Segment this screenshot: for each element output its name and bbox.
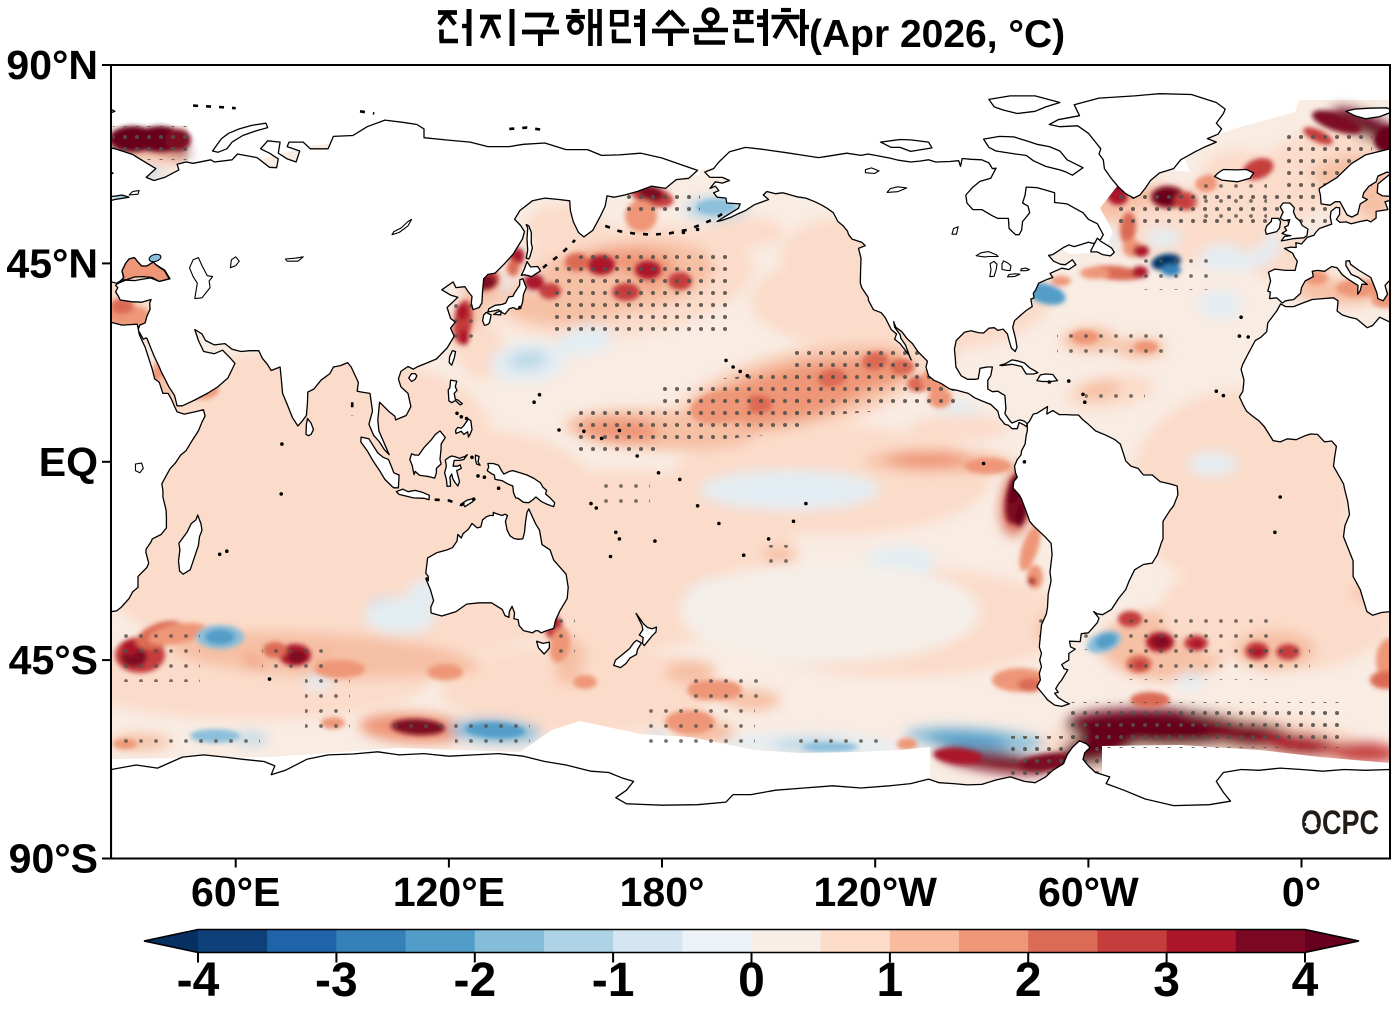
svg-text:120°E: 120°E <box>393 869 505 915</box>
svg-text:60°W: 60°W <box>1038 869 1139 915</box>
svg-text:OCPC: OCPC <box>1301 804 1379 842</box>
svg-text:-2: -2 <box>453 954 496 1007</box>
svg-text:-3: -3 <box>315 954 358 1007</box>
svg-text:45°N: 45°N <box>6 240 98 286</box>
svg-text:60°E: 60°E <box>191 869 280 915</box>
svg-text:3: 3 <box>1153 954 1180 1007</box>
svg-text:90°S: 90°S <box>9 836 98 882</box>
svg-text:45°S: 45°S <box>9 637 98 683</box>
svg-text:0: 0 <box>738 954 765 1007</box>
svg-text:-1: -1 <box>592 954 635 1007</box>
svg-text:EQ: EQ <box>39 439 98 485</box>
svg-text:120°W: 120°W <box>813 869 937 915</box>
svg-text:0°: 0° <box>1282 869 1321 915</box>
svg-text:4: 4 <box>1292 954 1319 1007</box>
svg-text:180°: 180° <box>620 869 705 915</box>
svg-text:(Apr 2026, °C): (Apr 2026, °C) <box>809 13 1065 56</box>
svg-text:1: 1 <box>877 954 904 1007</box>
svg-text:-4: -4 <box>177 954 220 1007</box>
svg-text:90°N: 90°N <box>6 42 98 88</box>
svg-text:2: 2 <box>1015 954 1042 1007</box>
